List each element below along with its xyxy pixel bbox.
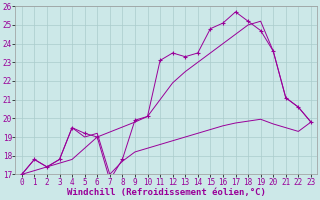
X-axis label: Windchill (Refroidissement éolien,°C): Windchill (Refroidissement éolien,°C) xyxy=(67,188,266,197)
